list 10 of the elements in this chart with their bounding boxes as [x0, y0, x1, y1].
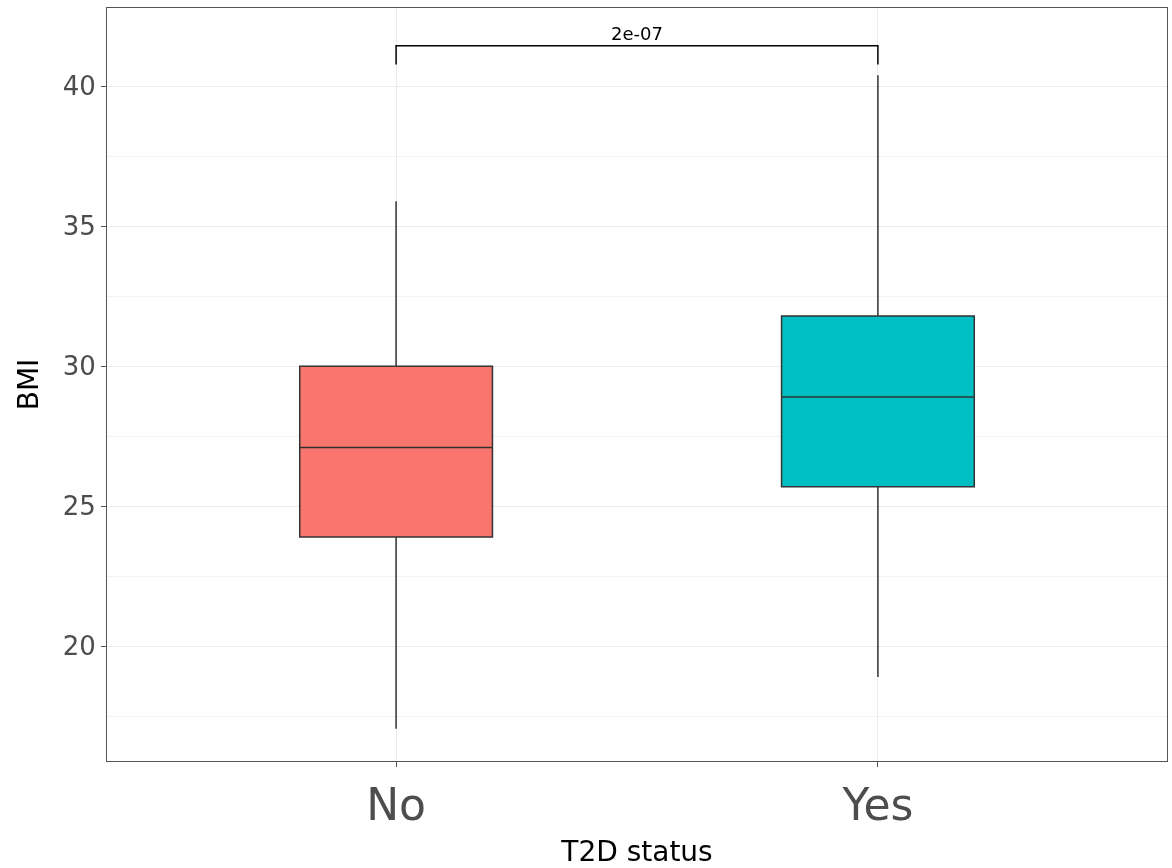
y-tick-label: 25 [62, 491, 96, 522]
y-tick-label: 30 [62, 351, 96, 382]
annotation: 2e-07 [611, 23, 663, 44]
x-tick-label: Yes [841, 778, 914, 830]
x-tick-label: No [366, 778, 427, 830]
y-axis-title: BMI [12, 358, 46, 411]
x-axis-title: T2D status [560, 835, 713, 868]
y-tick-label: 35 [62, 211, 96, 242]
y-tick-label: 40 [62, 71, 96, 102]
y-tick-label: 20 [62, 631, 96, 662]
